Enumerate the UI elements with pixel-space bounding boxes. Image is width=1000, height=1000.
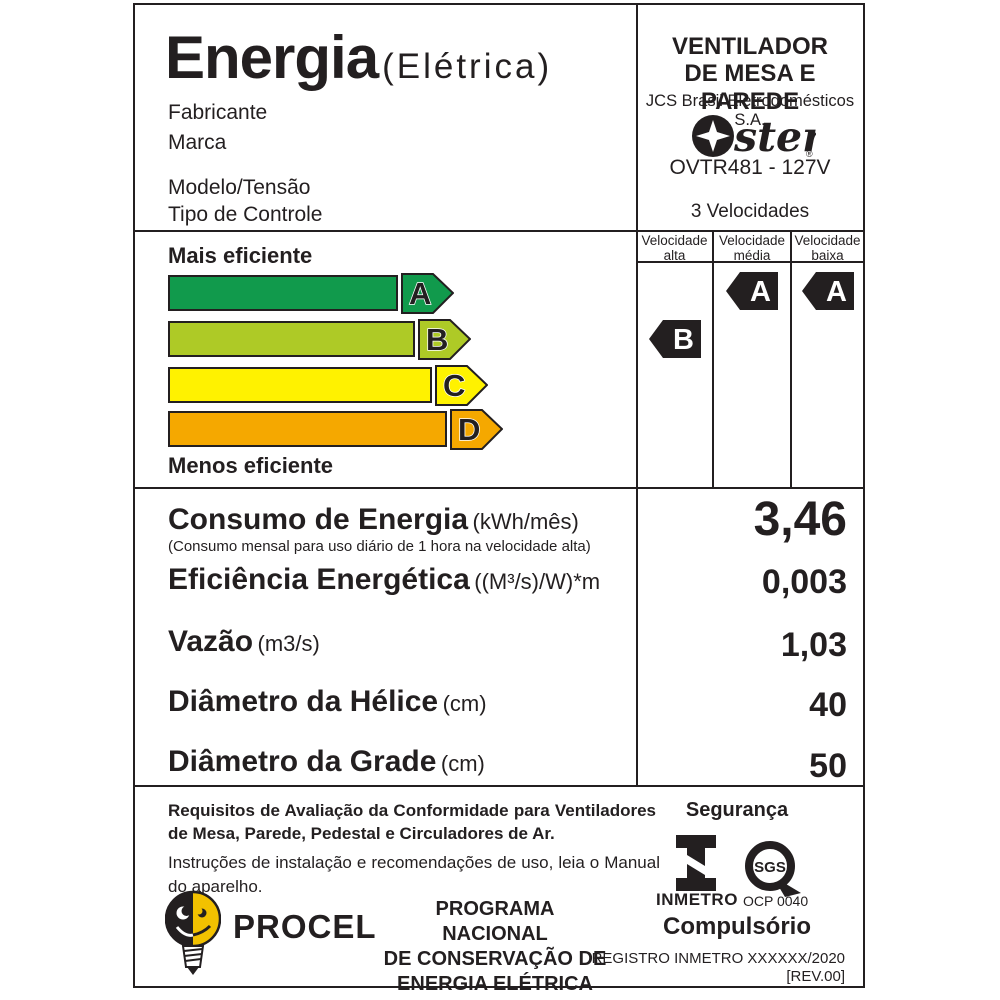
svg-text:A: A: [750, 276, 771, 308]
inmetro-wordmark: INMETRO: [656, 890, 738, 909]
revision-number: [REV.00]: [786, 968, 845, 985]
program-name: PROGRAMA NACIONAL DE CONSERVAÇÃO DE ENER…: [383, 898, 607, 995]
divider-footer: [135, 785, 863, 787]
procel-wordmark: PROCEL: [233, 908, 377, 945]
metric-grade-value: 50: [809, 747, 847, 785]
metric-consumo-label: Consumo de Energia (kWh/mês): [168, 503, 579, 536]
speed-alta-grade-arrow-icon: B: [649, 320, 701, 358]
model-voltage: OVTR481 - 127V: [669, 156, 831, 179]
svg-text:B: B: [673, 324, 694, 356]
compulsory-label: Compulsório: [663, 913, 811, 940]
grade-row-d: D: [135, 409, 635, 451]
field-fabricante: Fabricante: [168, 101, 268, 124]
divider-speed-col2: [790, 230, 792, 487]
metric-grade-label: Diâmetro da Grade (cm): [168, 745, 485, 778]
divider-metrics: [135, 487, 863, 489]
grade-bar-c: [168, 367, 432, 403]
metric-eficiencia-value: 0,003: [761, 563, 847, 601]
grade-row-c: C: [135, 365, 635, 407]
grade-bar-a: [168, 275, 398, 311]
oster-star-icon: [696, 120, 730, 152]
speed-media-grade-arrow-icon: A: [726, 272, 778, 310]
metric-helice-value: 40: [809, 686, 847, 724]
divider-vertical-main: [636, 5, 638, 785]
field-modelo-tensao: Modelo/Tensão: [168, 176, 311, 199]
company-name: JCS Brasil Eletrodomésticos S.A.: [645, 92, 855, 129]
metric-consumo-note: (Consumo mensal para uso diário de 1 hor…: [168, 538, 591, 555]
inmetro-mark-icon: [671, 835, 721, 896]
metric-eficiencia-label: Eficiência Energética ((M³/s)/W)*m: [168, 563, 601, 596]
product-type-line1: VENTILADOR: [672, 33, 828, 60]
title-eletrica: (Elétrica): [382, 47, 553, 86]
label-title: Energia (Elétrica): [165, 23, 552, 92]
metric-consumo-value: 3,46: [753, 493, 847, 546]
speed-baixa-grade-arrow-icon: A: [802, 272, 854, 310]
metric-vazao-value: 1,03: [780, 626, 847, 664]
oster-logo: ster ®: [690, 107, 827, 164]
sgs-logo-icon: SGS: [743, 841, 805, 904]
svg-text:D: D: [458, 412, 480, 447]
grade-arrow-d-icon: D: [450, 409, 503, 450]
divider-speed-header: [636, 261, 863, 263]
divider-header: [135, 230, 863, 232]
metric-helice-label: Diâmetro da Hélice (cm): [168, 685, 487, 718]
svg-text:A: A: [409, 276, 431, 311]
conformity-requirements-text: Requisitos de Avaliação da Conformidade …: [168, 801, 656, 843]
svg-text:A: A: [826, 276, 847, 308]
grade-arrow-b-icon: B: [418, 319, 471, 360]
registered-mark: ®: [806, 149, 813, 159]
grade-arrow-a-icon: A: [401, 273, 454, 314]
procel-bulb-icon: [164, 889, 222, 984]
grade-row-a: A: [135, 273, 635, 315]
energy-label: Energia (Elétrica) Fabricante Marca Model…: [133, 3, 865, 995]
speed-col-alta-header: Velocidade alta: [641, 233, 708, 263]
inmetro-registry-number: REGISTRO INMETRO XXXXXX/2020: [591, 950, 845, 967]
ocp-number: OCP 0040: [743, 893, 809, 909]
more-efficient-label: Mais eficiente: [168, 243, 313, 268]
grade-row-b: B: [135, 319, 635, 361]
speeds-count: 3 Velocidades: [690, 201, 810, 222]
less-efficient-label: Menos eficiente: [168, 453, 334, 478]
title-energia: Energia: [165, 24, 379, 91]
svg-text:B: B: [426, 322, 448, 357]
instructions-text: Instruções de instalação e recomendações…: [168, 853, 660, 896]
grade-bar-b: [168, 321, 415, 357]
grade-bar-d: [168, 411, 447, 447]
oster-script-text: ster: [733, 113, 816, 159]
field-tipo-controle: Tipo de Controle: [168, 203, 323, 226]
safety-heading: Segurança: [685, 799, 789, 821]
svg-text:C: C: [443, 368, 465, 403]
product-type-line2: DE MESA E PAREDE: [684, 60, 816, 115]
field-marca: Marca: [168, 131, 227, 154]
speed-col-media-header: Velocidade média: [718, 233, 786, 263]
svg-text:SGS: SGS: [754, 859, 786, 876]
speed-col-baixa-header: Velocidade baixa: [794, 233, 861, 263]
metric-vazao-label: Vazão (m3/s): [168, 625, 320, 658]
divider-speed-col1: [712, 230, 714, 487]
grade-arrow-c-icon: C: [435, 365, 488, 406]
